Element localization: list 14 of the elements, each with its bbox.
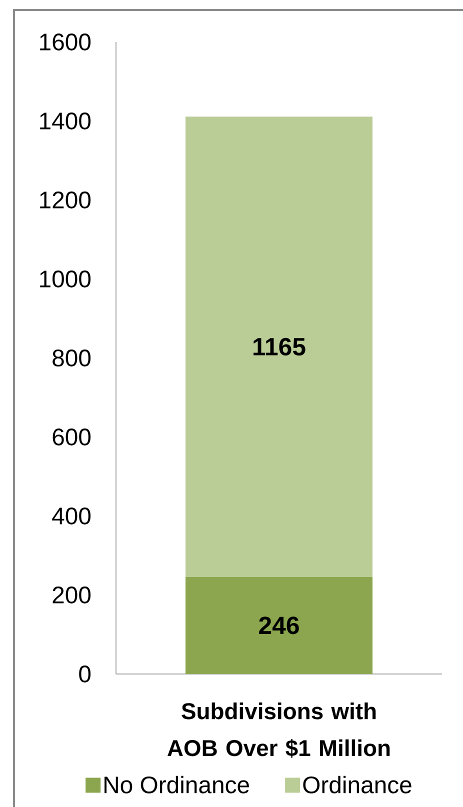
y-tick-label: 1000	[40, 270, 91, 288]
y-tick-label: 600	[52, 428, 91, 446]
data-label: 246	[259, 616, 299, 634]
y-tick-label: 200	[52, 586, 91, 604]
y-tick-label: 0	[79, 666, 91, 682]
legend-label: No Ordinance	[104, 776, 249, 794]
x-tick-label: Subdivisions with AOB Over $1 Million	[168, 702, 390, 758]
legend-label: Ordinance	[303, 776, 412, 794]
y-tick-label: 1200	[40, 192, 91, 208]
y-tick-label: 400	[52, 508, 91, 524]
y-tick-label: 800	[52, 350, 91, 366]
data-label: 1165	[254, 338, 306, 356]
y-tick-label: 1400	[40, 112, 91, 130]
y-tick-label: 1600	[40, 34, 91, 50]
